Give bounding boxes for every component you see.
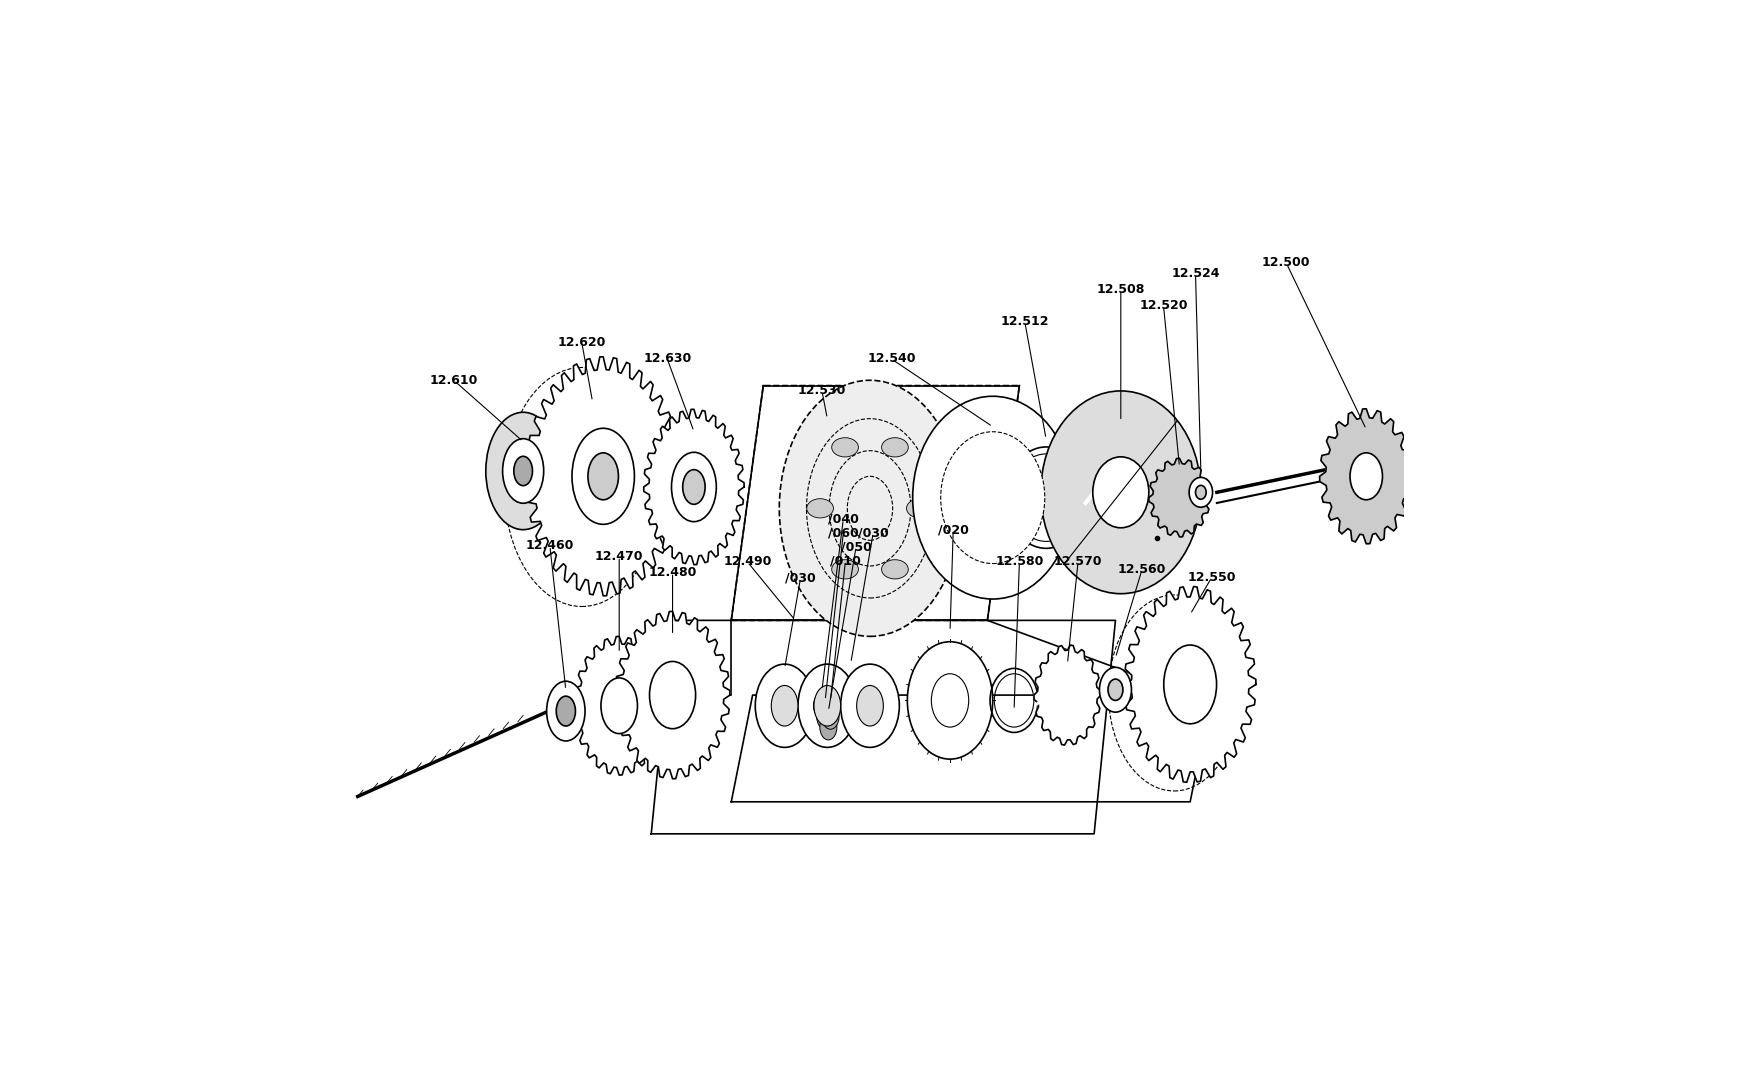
Text: /040: /040 (828, 513, 859, 525)
Ellipse shape (503, 439, 543, 503)
Polygon shape (574, 637, 664, 775)
Ellipse shape (1188, 477, 1212, 507)
Ellipse shape (572, 428, 635, 524)
Text: 12.540: 12.540 (866, 352, 915, 366)
Text: 12.508: 12.508 (1096, 284, 1144, 296)
Text: 12.610: 12.610 (430, 373, 478, 386)
Text: 12.500: 12.500 (1261, 257, 1309, 270)
Ellipse shape (1092, 457, 1148, 528)
Text: 12.570: 12.570 (1054, 555, 1103, 568)
Text: /020: /020 (937, 523, 969, 536)
Ellipse shape (682, 470, 704, 504)
Text: 12.520: 12.520 (1139, 299, 1188, 312)
Text: 12.580: 12.580 (995, 555, 1043, 568)
Polygon shape (650, 621, 1115, 834)
Ellipse shape (816, 704, 833, 730)
Text: /050: /050 (840, 540, 871, 553)
Text: /030: /030 (784, 571, 816, 584)
Ellipse shape (1195, 486, 1205, 500)
Polygon shape (1033, 645, 1101, 745)
Text: 12.630: 12.630 (643, 352, 690, 366)
Ellipse shape (821, 704, 838, 730)
Text: 12.490: 12.490 (723, 555, 770, 568)
Polygon shape (616, 611, 730, 779)
Ellipse shape (906, 499, 932, 518)
Ellipse shape (882, 560, 908, 579)
Ellipse shape (546, 682, 584, 740)
Ellipse shape (856, 686, 883, 727)
Ellipse shape (770, 686, 798, 727)
Text: 12.524: 12.524 (1170, 268, 1219, 280)
Ellipse shape (1163, 645, 1216, 723)
Text: 12.530: 12.530 (796, 384, 845, 397)
Ellipse shape (906, 642, 993, 759)
Polygon shape (1318, 409, 1412, 544)
Ellipse shape (513, 456, 532, 486)
Polygon shape (525, 356, 680, 596)
Ellipse shape (882, 438, 908, 457)
Ellipse shape (600, 678, 636, 734)
Ellipse shape (819, 715, 836, 740)
Ellipse shape (1349, 453, 1383, 500)
Ellipse shape (812, 693, 830, 719)
Ellipse shape (1108, 679, 1122, 701)
Ellipse shape (1099, 668, 1130, 713)
Ellipse shape (671, 453, 716, 522)
Ellipse shape (913, 396, 1073, 599)
Ellipse shape (649, 661, 696, 729)
Polygon shape (1123, 586, 1256, 782)
Text: /030: /030 (857, 526, 889, 539)
Text: 12.460: 12.460 (525, 539, 574, 552)
Ellipse shape (485, 412, 560, 530)
Ellipse shape (941, 432, 1043, 564)
Ellipse shape (831, 438, 857, 457)
Ellipse shape (588, 453, 617, 500)
Ellipse shape (779, 380, 960, 637)
Ellipse shape (840, 664, 899, 747)
Ellipse shape (807, 499, 833, 518)
Polygon shape (643, 410, 744, 565)
Text: /060: /060 (828, 526, 859, 539)
Ellipse shape (1040, 391, 1200, 594)
Polygon shape (730, 696, 1210, 801)
Ellipse shape (556, 697, 576, 727)
Ellipse shape (930, 674, 969, 728)
Ellipse shape (755, 664, 814, 747)
Text: 12.550: 12.550 (1186, 571, 1235, 584)
Ellipse shape (798, 664, 856, 747)
Text: 12.620: 12.620 (556, 336, 605, 350)
Polygon shape (1148, 458, 1210, 537)
Text: 12.560: 12.560 (1118, 563, 1165, 576)
Text: 12.470: 12.470 (595, 550, 643, 563)
Text: 12.480: 12.480 (649, 566, 696, 579)
Ellipse shape (814, 686, 840, 727)
Text: 12.512: 12.512 (1000, 315, 1049, 328)
Ellipse shape (831, 560, 857, 579)
Text: /010: /010 (830, 554, 861, 567)
